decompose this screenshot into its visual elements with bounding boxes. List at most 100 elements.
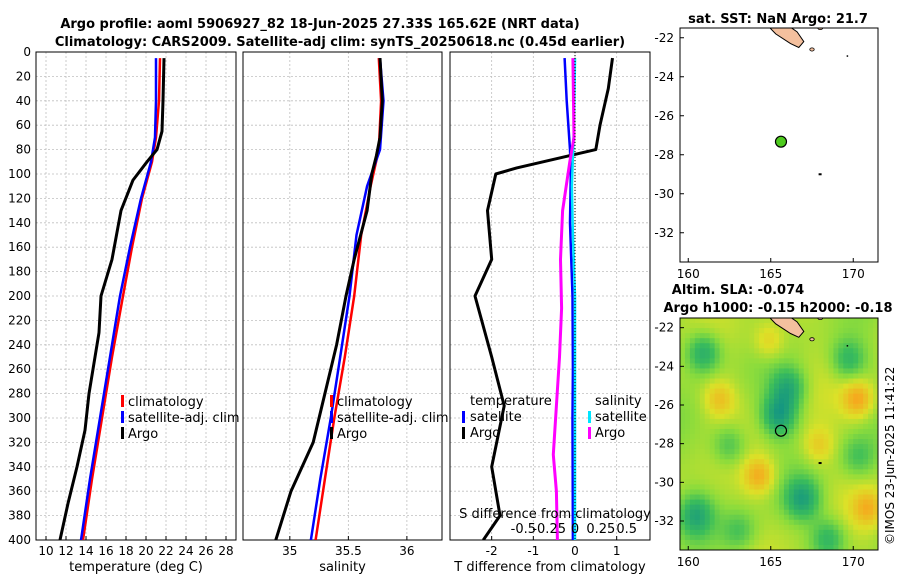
heatmap-cell	[699, 459, 706, 465]
y-tick-label: -30	[654, 475, 674, 489]
salinity-panel: 35 35.5 36salinityclimatologysatellite-adj…	[242, 51, 449, 575]
heatmap-cell	[783, 358, 790, 364]
heatmap-cell	[754, 544, 760, 550]
heatmap-cell	[754, 398, 760, 405]
heatmap-cell	[813, 474, 820, 480]
heatmap-cell	[873, 514, 878, 521]
heatmap-cell	[729, 383, 736, 390]
heatmap-cell	[714, 373, 721, 380]
heatmap-cell	[873, 499, 878, 506]
heatmap-cell	[714, 474, 721, 480]
heatmap-cell	[680, 459, 686, 465]
heatmap-cell	[828, 434, 835, 440]
heatmap-cell	[873, 318, 878, 324]
heatmap-cell	[719, 499, 726, 506]
heatmap-cell	[699, 514, 706, 521]
heatmap-cell	[808, 358, 815, 364]
heatmap-cell	[863, 353, 869, 359]
heatmap-cell	[699, 469, 706, 475]
heatmap-cell	[823, 464, 830, 470]
heatmap-cell	[749, 403, 755, 410]
heatmap-cell	[704, 489, 711, 496]
heatmap-cell	[680, 499, 686, 506]
heatmap-cell	[833, 454, 839, 460]
heatmap-cell	[729, 509, 736, 516]
heatmap-cell	[739, 333, 745, 339]
heatmap-cell	[833, 328, 839, 334]
heatmap-cell	[769, 469, 775, 475]
heatmap-cell	[868, 464, 874, 470]
heatmap-cell	[853, 449, 859, 455]
heatmap-cell	[684, 423, 691, 430]
heatmap-cell	[754, 418, 760, 425]
x-tick-label: 165	[759, 555, 782, 569]
heatmap-cell	[680, 338, 686, 344]
heatmap-cell	[813, 459, 820, 465]
heatmap-cell	[714, 318, 721, 324]
heatmap-cell	[719, 459, 726, 465]
heatmap-cell	[714, 403, 721, 410]
heatmap-cell	[680, 418, 686, 425]
heatmap-cell	[803, 454, 810, 460]
heatmap-cell	[744, 363, 750, 370]
heatmap-cell	[754, 403, 760, 410]
heatmap-cell	[689, 439, 696, 445]
heatmap-cell	[818, 388, 825, 395]
heatmap-cell	[848, 428, 854, 435]
heatmap-cell	[764, 529, 770, 536]
heatmap-cell	[704, 353, 711, 359]
x-tick-label: 0	[571, 544, 579, 558]
heatmap-cell	[774, 368, 780, 375]
heatmap-cell	[868, 383, 874, 390]
heatmap-cell	[729, 499, 736, 506]
heatmap-cell	[694, 534, 701, 541]
heatmap-cell	[803, 408, 810, 415]
heatmap-cell	[719, 383, 726, 390]
heatmap-cell	[838, 544, 844, 550]
heatmap-cell	[684, 444, 691, 450]
heatmap-cell	[709, 428, 716, 435]
heatmap-cell	[813, 469, 820, 475]
heatmap-cell	[823, 338, 830, 344]
heatmap-cell	[798, 388, 805, 395]
heatmap-cell	[729, 434, 736, 440]
heatmap-cell	[769, 338, 775, 344]
heatmap-cell	[754, 328, 760, 334]
heatmap-cell	[808, 398, 815, 405]
heatmap-cell	[798, 494, 805, 501]
heatmap-cell	[699, 524, 706, 531]
heatmap-cell	[779, 408, 785, 415]
heatmap-cell	[848, 423, 854, 430]
heatmap-cell	[848, 393, 854, 400]
heatmap-cell	[714, 408, 721, 415]
heatmap-cell	[873, 504, 878, 511]
heatmap-cell	[868, 423, 874, 430]
heatmap-cell	[754, 358, 760, 364]
heatmap-cell	[783, 479, 790, 486]
heatmap-cell	[754, 439, 760, 445]
heatmap-cell	[798, 534, 805, 541]
heatmap-cell	[779, 398, 785, 405]
map-frame	[679, 317, 879, 551]
heatmap-cell	[699, 474, 706, 480]
series-group	[473, 57, 614, 540]
heatmap-cell	[719, 444, 726, 450]
heatmap-cell	[759, 504, 765, 511]
heatmap-cell	[813, 423, 820, 430]
heatmap-cell	[769, 499, 775, 506]
heatmap-cell	[858, 444, 864, 450]
heatmap-cell	[863, 343, 869, 349]
heatmap-cell	[769, 358, 775, 364]
heatmap-cell	[863, 439, 869, 445]
heatmap-cell	[749, 469, 755, 475]
heatmap-cell	[873, 398, 878, 405]
heatmap-cell	[833, 479, 839, 486]
heatmap-cell	[724, 504, 731, 511]
heatmap-cell	[744, 439, 750, 445]
heatmap-cell	[699, 484, 706, 491]
heatmap-cell	[813, 413, 820, 420]
heatmap-cell	[808, 348, 815, 354]
heatmap-cell	[828, 479, 835, 486]
heatmap-cell	[788, 514, 795, 521]
